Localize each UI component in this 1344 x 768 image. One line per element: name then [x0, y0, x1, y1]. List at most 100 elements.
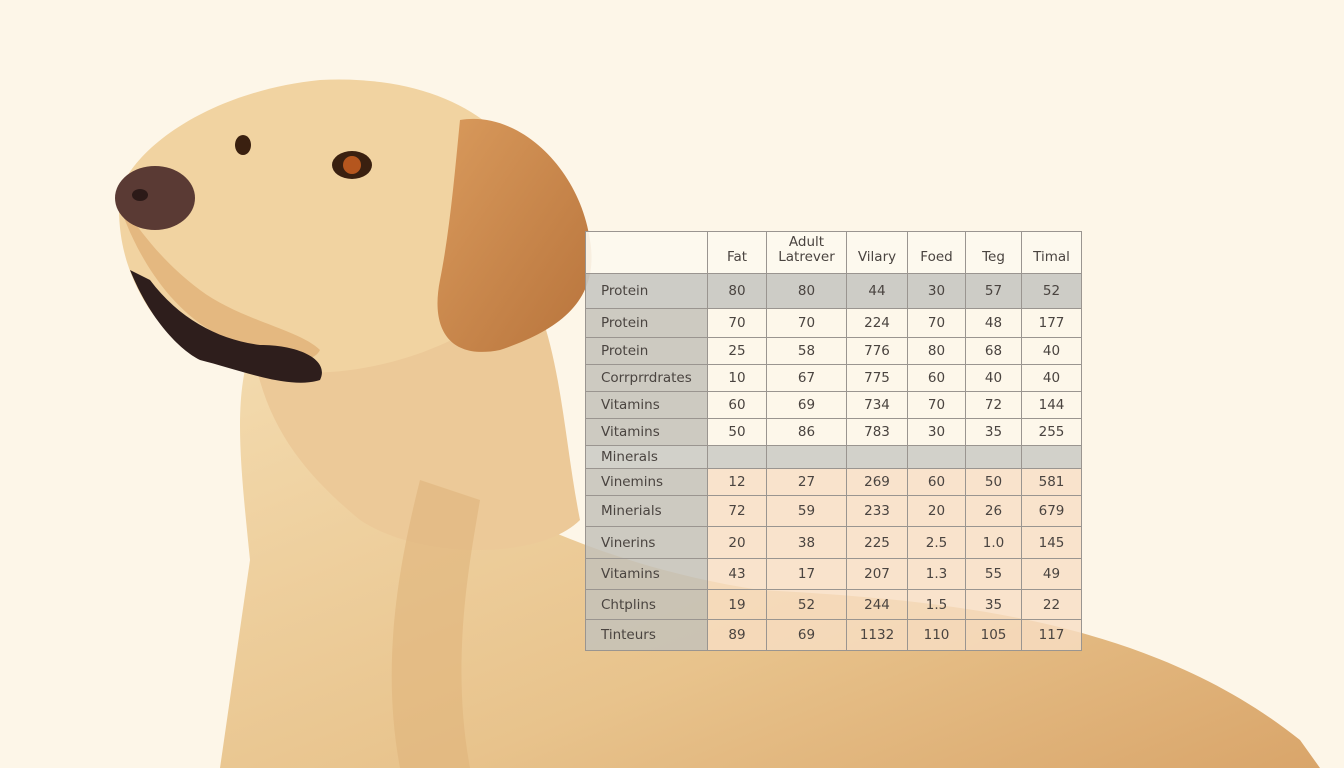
table-cell: 80 [766, 273, 847, 309]
table-cell: 57 [965, 273, 1022, 309]
row-label: Vitamins [585, 418, 708, 446]
dog-mouth [130, 270, 322, 383]
table-cell [766, 445, 847, 469]
table-cell: 19 [707, 589, 767, 620]
table-row: Minerals [585, 445, 1082, 469]
dog-muzzle [118, 200, 320, 361]
table-cell: 679 [1021, 495, 1082, 527]
table-cell: 50 [707, 418, 767, 446]
dog-body [220, 330, 1320, 768]
row-label: Protein [585, 308, 708, 338]
table-cell: 72 [965, 391, 1022, 419]
table-row: Minerials 72 59 233 20 26 679 [585, 495, 1082, 527]
table-cell: 72 [707, 495, 767, 527]
table-cell: 44 [846, 273, 908, 309]
table-cell: 776 [846, 337, 908, 365]
row-label: Vitamins [585, 558, 708, 590]
table-cell: 52 [766, 589, 847, 620]
table-cell: 35 [965, 589, 1022, 620]
table-cell: 43 [707, 558, 767, 590]
table-cell: 60 [907, 364, 966, 392]
dog-ear [437, 118, 592, 352]
table-cell: 1.0 [965, 526, 1022, 559]
table-cell: 55 [965, 558, 1022, 590]
row-label: Vitamins [585, 391, 708, 419]
row-label: Vinemins [585, 468, 708, 496]
table-cell: 783 [846, 418, 908, 446]
table-cell: 26 [965, 495, 1022, 527]
row-label: Minerals [585, 445, 708, 469]
table-cell: 1132 [846, 619, 908, 651]
table-cell: 40 [1021, 337, 1082, 365]
table-cell [1021, 445, 1082, 469]
table-cell: 775 [846, 364, 908, 392]
table-row: Protein 25 58 776 80 68 40 [585, 337, 1082, 365]
header-cell: Timal [1021, 231, 1082, 274]
table-row: Vinemins 12 27 269 60 50 581 [585, 468, 1082, 496]
table-cell [907, 445, 966, 469]
table-row: Vitamins 60 69 734 70 72 144 [585, 391, 1082, 419]
table-cell: 48 [965, 308, 1022, 338]
table-cell: 60 [907, 468, 966, 496]
table-cell: 70 [766, 308, 847, 338]
row-label: Tinteurs [585, 619, 708, 651]
table-cell: 1.5 [907, 589, 966, 620]
table-cell: 60 [707, 391, 767, 419]
table-cell: 25 [707, 337, 767, 365]
table-cell: 734 [846, 391, 908, 419]
header-cell: Fat [707, 231, 767, 274]
table-cell: 20 [707, 526, 767, 559]
table-cell: 80 [707, 273, 767, 309]
table-cell: 40 [1021, 364, 1082, 392]
table-cell: 22 [1021, 589, 1082, 620]
table-cell: 581 [1021, 468, 1082, 496]
table-cell: 50 [965, 468, 1022, 496]
header-cell: Adult Latrever [766, 231, 847, 274]
table-row: Protein 70 70 224 70 48 177 [585, 308, 1082, 338]
header-cell [585, 231, 708, 274]
table-cell: 30 [907, 273, 966, 309]
row-label: Minerials [585, 495, 708, 527]
table-cell: 27 [766, 468, 847, 496]
table-row: Protein 80 80 44 30 57 52 [585, 273, 1082, 309]
table-cell: 86 [766, 418, 847, 446]
table-cell: 38 [766, 526, 847, 559]
table-cell: 35 [965, 418, 1022, 446]
table-row: Vitamins 43 17 207 1.3 55 49 [585, 558, 1082, 590]
table-cell: 67 [766, 364, 847, 392]
table-cell: 117 [1021, 619, 1082, 651]
table-cell: 233 [846, 495, 908, 527]
header-cell: Teg [965, 231, 1022, 274]
table-cell: 110 [907, 619, 966, 651]
row-label: Vinerins [585, 526, 708, 559]
table-cell: 244 [846, 589, 908, 620]
header-cell: Foed [907, 231, 966, 274]
table-cell: 70 [707, 308, 767, 338]
table-cell: 89 [707, 619, 767, 651]
table-cell: 207 [846, 558, 908, 590]
table-cell: 144 [1021, 391, 1082, 419]
table-cell [965, 445, 1022, 469]
table-row: Vitamins 50 86 783 30 35 255 [585, 418, 1082, 446]
table-cell: 20 [907, 495, 966, 527]
table-cell: 49 [1021, 558, 1082, 590]
table-cell: 10 [707, 364, 767, 392]
table-cell: 80 [907, 337, 966, 365]
nutrition-table: Fat Adult Latrever Vilary Foed Teg Timal… [585, 231, 1082, 651]
table-cell: 52 [1021, 273, 1082, 309]
table-cell: 105 [965, 619, 1022, 651]
table-cell: 69 [766, 391, 847, 419]
table-cell: 269 [846, 468, 908, 496]
table-cell: 177 [1021, 308, 1082, 338]
table-cell [707, 445, 767, 469]
table-cell: 30 [907, 418, 966, 446]
table-row: Tinteurs 89 69 1132 110 105 117 [585, 619, 1082, 651]
table-cell: 12 [707, 468, 767, 496]
dog-head [119, 79, 528, 373]
row-label: Protein [585, 273, 708, 309]
table-cell: 1.3 [907, 558, 966, 590]
table-cell: 255 [1021, 418, 1082, 446]
table-cell: 58 [766, 337, 847, 365]
row-label: Protein [585, 337, 708, 365]
